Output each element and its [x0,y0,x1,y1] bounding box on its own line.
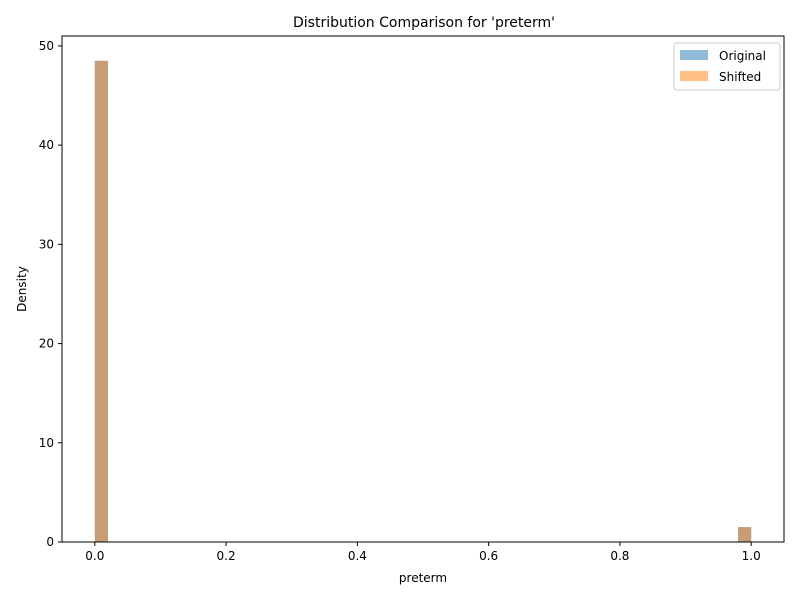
x-tick-label-2: 0.4 [348,549,367,563]
y-tick-label-2: 20 [39,337,54,351]
y-axis-label: Density [15,266,29,312]
y-tick-label-5: 50 [39,39,54,53]
legend-label-shifted: Shifted [719,70,761,84]
legend-swatch-shifted [680,71,708,81]
legend: Original Shifted [673,42,781,91]
bars-group [94,60,752,542]
x-tick-label-4: 0.8 [610,549,629,563]
x-tick-label-3: 0.6 [479,549,498,563]
legend-swatch-original [680,50,708,60]
x-tick-label-5: 1.0 [742,549,761,563]
plot-frame [61,35,785,543]
x-tick-label-1: 0.2 [217,549,236,563]
y-tick-label-1: 10 [39,436,54,450]
y-tick-label-4: 40 [39,138,54,152]
x-tick-label-0: 0.0 [85,549,104,563]
bar-shifted-0 [94,60,108,542]
x-axis-label: preterm [399,571,447,585]
y-axis: 0 10 20 30 40 50 [39,39,62,549]
chart-title: Distribution Comparison for 'preterm' [293,15,555,31]
bar-shifted-1 [738,527,752,542]
legend-label-original: Original [719,49,766,63]
y-tick-label-3: 30 [39,237,54,251]
x-axis: 0.0 0.2 0.4 0.6 0.8 1.0 [85,542,761,563]
y-tick-label-0: 0 [46,535,54,549]
